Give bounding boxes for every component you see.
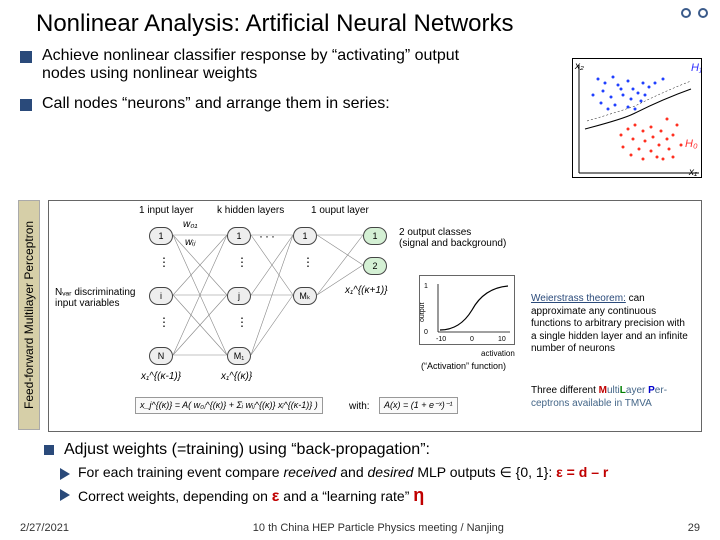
footer: 2/27/2021 10 th China HEP Particle Physi… [0,522,720,534]
label-with: with: [349,401,370,412]
label-wij: wᵢⱼ [185,237,195,248]
node-in-N: N [149,347,173,365]
svg-text:1: 1 [424,283,428,290]
svg-text:x₁: x₁ [688,167,697,177]
label-activation-fn: (“Activation” function) [421,361,506,371]
node-hk-M: Mₖ [293,287,317,305]
svg-text:-10: -10 [436,336,446,343]
node-h1-j: j [227,287,251,305]
square-bullet-icon [44,445,54,455]
svg-text:H₀: H₀ [685,138,698,150]
label-xkm1: x₁^{(κ-1)} [141,371,181,382]
svg-text:0: 0 [424,329,428,336]
vdots-icon: ⋮ [236,315,248,329]
mlp-note: Three different MultiLayer Per-ceptrons … [531,385,691,410]
svg-text:H₁: H₁ [691,62,701,74]
node-h1-M: M₁ [227,347,251,365]
node-in-i: i [149,287,173,305]
node-h1-1: 1 [227,227,251,245]
slide-title: Nonlinear Analysis: Artificial Neural Ne… [0,0,720,44]
vdots-icon: ⋮ [158,255,170,269]
hdots-icon: ··· [259,229,277,243]
square-bullet-icon [20,51,32,63]
footer-page: 29 [688,522,700,534]
square-bullet-icon [20,99,32,111]
node-out-2: 2 [363,257,387,275]
footer-mid: 10 th China HEP Particle Physics meeting… [253,522,504,534]
sub-bullet-1: For each training event compare received… [78,464,608,481]
label-w01: w₀₁ [183,219,198,230]
bullet-3-text: Adjust weights (=training) using “back-p… [64,441,430,459]
node-hk-1: 1 [293,227,317,245]
svg-text:0: 0 [470,336,474,343]
bottom-bullets: Adjust weights (=training) using “back-p… [0,438,720,508]
node-in-1: 1 [149,227,173,245]
weierstrass-note: Weierstrass theorem: can approximate any… [531,293,691,356]
label-xkp1: x₁^{(κ+1)} [345,285,388,296]
nn-diagram: 1 input layer k hidden layers 1 ouput la… [48,200,702,432]
vdots-icon: ⋮ [236,255,248,269]
scatter-plot: x₂ H₁ H₀ x₁ [572,58,702,178]
svg-text:output: output [420,302,426,322]
triangle-bullet-icon [60,468,70,480]
triangle-bullet-icon [60,489,70,501]
nn-edges [49,201,389,401]
vdots-icon: ⋮ [302,255,314,269]
vdots-icon: ⋮ [158,315,170,329]
label-xk: x₁^{(κ)} [221,371,252,382]
formula-xlk: x_j^{(κ)} = A( w₀ⱼ^{(κ)} + Σᵢ wᵢⱼ^{(κ)} … [135,397,323,414]
svg-text:10: 10 [498,336,506,343]
node-out-1: 1 [363,227,387,245]
label-output-classes: 2 output classes (signal and background) [399,227,506,249]
formula-activation: A(x) = (1 + e⁻ˣ)⁻¹ [379,397,458,414]
bullet-1-text: Achieve nonlinear classifier response by… [42,47,487,83]
sub-bullet-2: Correct weights, depending on ε and a “l… [78,485,424,506]
mlp-sidebar-label: Feed-forward Multilayer Perceptron [18,200,40,430]
corner-dots [679,6,710,20]
bullet-2-text: Call nodes “neurons” and arrange them in… [42,95,390,113]
footer-date: 2/27/2021 [20,522,69,534]
activation-plot: 1 0 output -10 0 10 [419,275,515,345]
scatter-svg: x₂ H₁ H₀ x₁ [573,59,701,177]
label-activation-x: activation [481,349,515,358]
